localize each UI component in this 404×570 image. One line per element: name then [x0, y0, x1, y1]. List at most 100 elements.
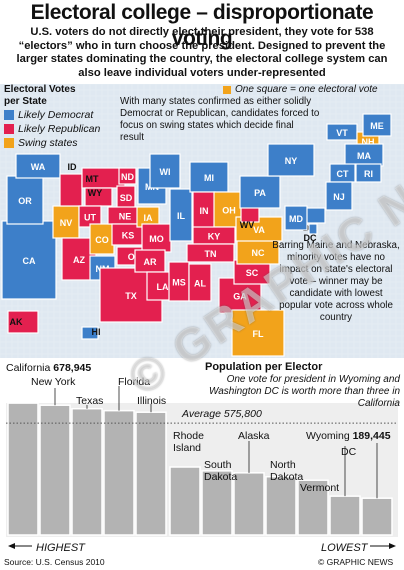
bar-texas [71, 407, 103, 536]
state-label-ms: MS [172, 278, 186, 288]
bar-label-vermont: Vermont [300, 482, 340, 494]
state-tile-id [59, 173, 83, 207]
legend-label: Swing states [18, 137, 78, 149]
california-value: 678,945 [53, 362, 92, 374]
side-note: Barring Maine and Nebraska, minority vot… [272, 240, 400, 323]
legend-label: Likely Republican [18, 123, 101, 135]
bar-south-dakota [201, 470, 233, 536]
state-tile-dc [308, 223, 318, 235]
state-tile-wi [149, 153, 181, 189]
state-label-ma: MA [357, 151, 371, 161]
map-note: With many states confirmed as either sol… [120, 96, 320, 143]
chart-note: One vote for president in Wyoming and Wa… [208, 374, 400, 409]
bar-chart [0, 358, 404, 558]
state-label-md: MD [289, 214, 303, 224]
state-tiles: CAORWANVIDMTWYUTAZCONMNDSDNEKSOKTXMNIAMO… [1, 113, 392, 357]
bar-label-florida: Florida [118, 376, 151, 388]
highest-arrowhead [8, 543, 15, 549]
state-label-wi: WI [160, 167, 171, 177]
bar-north-dakota [265, 475, 297, 536]
state-label-fl: FL [253, 329, 264, 339]
state-label-ia: IA [144, 213, 154, 223]
bar-label-rhode-island: Rhode Island [173, 430, 204, 454]
state-label-ca: CA [23, 256, 36, 266]
legend-title: Electoral Votes [4, 84, 76, 95]
republican-swatch [4, 124, 14, 134]
state-label-ri: RI [364, 169, 373, 179]
state-label-wy: WY [88, 188, 103, 198]
state-tile-ri [355, 163, 382, 183]
bar-label-dc: DC [341, 446, 357, 458]
bar-wyoming [361, 497, 393, 536]
state-label-nc: NC [252, 248, 265, 258]
state-tile-ny [267, 143, 315, 177]
state-label-wv: WV [240, 220, 255, 230]
bar-label-alaska: Alaska [238, 430, 270, 442]
state-label-mt: MT [86, 174, 99, 184]
state-label-ct: CT [337, 169, 349, 179]
legend-item-republican: Likely Republican [4, 122, 100, 136]
state-tile-mo [141, 223, 172, 253]
bar-label-illinois: Illinois [137, 395, 167, 407]
state-label-nd: ND [121, 172, 134, 182]
state-tile-de [304, 207, 326, 224]
state-tile-pa [239, 175, 281, 209]
lowest-label: LOWEST [321, 542, 368, 554]
state-label-nv: NV [60, 218, 73, 228]
state-label-vt: VT [336, 128, 348, 138]
state-label-or: OR [18, 196, 32, 206]
state-label-al: AL [194, 279, 206, 289]
bar-rhode-island [169, 466, 201, 536]
state-tile-tn [186, 243, 235, 263]
scale-square-icon [223, 85, 231, 94]
chart-title: Population per Elector [205, 361, 323, 373]
state-label-me: ME [370, 121, 384, 131]
state-label-hi: HI [92, 327, 101, 337]
electoral-map-panel: CAORWANVIDMTWYUTAZCONMNDSDNEKSOKTXMNIAMO… [0, 84, 404, 360]
state-label-id: ID [68, 162, 78, 172]
state-tile-nd [118, 167, 137, 185]
bar-label-wyoming: Wyoming 189,445 [306, 430, 391, 442]
bar-florida [103, 409, 135, 536]
legend-title-2: per State [4, 96, 47, 107]
map-legend: Electoral Votes per State Likely Democra… [4, 84, 100, 150]
state-label-la: LA [157, 282, 169, 292]
bar-label-south-dakota: South Dakota [204, 459, 238, 483]
bar-vermont [297, 479, 329, 536]
scale-note: One square = one electoral vote [223, 84, 378, 95]
bar-label-north-dakota: North Dakota [270, 459, 304, 483]
state-label-ak: AK [10, 317, 23, 327]
state-label-ut: UT [84, 213, 96, 223]
page-title: Electoral college – disproportionate vot… [30, 1, 374, 50]
tile-map: CAORWANVIDMTWYUTAZCONMNDSDNEKSOKTXMNIAMO… [0, 84, 404, 360]
bar-label-texas: Texas [76, 395, 104, 407]
average-label: Average 575,800 [182, 408, 262, 420]
state-tile-ak [7, 310, 39, 334]
state-label-nj: NJ [333, 192, 345, 202]
state-label-ky: KY [208, 232, 221, 242]
state-label-wa: WA [31, 162, 46, 172]
state-label-sc: SC [246, 268, 259, 278]
state-label-az: AZ [73, 255, 85, 265]
state-label-dc: DC [304, 233, 317, 243]
state-tile-il [169, 188, 193, 242]
legend-item-swing: Swing states [4, 136, 100, 150]
state-tile-wa [15, 153, 61, 179]
scale-note-text: One square = one electoral vote [235, 84, 378, 95]
state-tile-me [362, 113, 392, 137]
state-tile-al [188, 263, 212, 302]
state-tile-hi [81, 326, 99, 340]
democrat-swatch [4, 110, 14, 120]
bar-label-new-york: New York [31, 376, 76, 388]
bar-new-york [39, 404, 71, 536]
state-label-mo: MO [149, 234, 164, 244]
bar-california [7, 402, 39, 536]
lowest-arrowhead [389, 543, 396, 549]
state-label-tx: TX [125, 291, 137, 301]
bar-dc [329, 495, 361, 536]
bar-alaska [233, 472, 265, 536]
bar-illinois [135, 411, 167, 536]
legend-item-democrat: Likely Democrat [4, 108, 100, 122]
swing-swatch [4, 138, 14, 148]
state-tile-fl [231, 309, 285, 357]
